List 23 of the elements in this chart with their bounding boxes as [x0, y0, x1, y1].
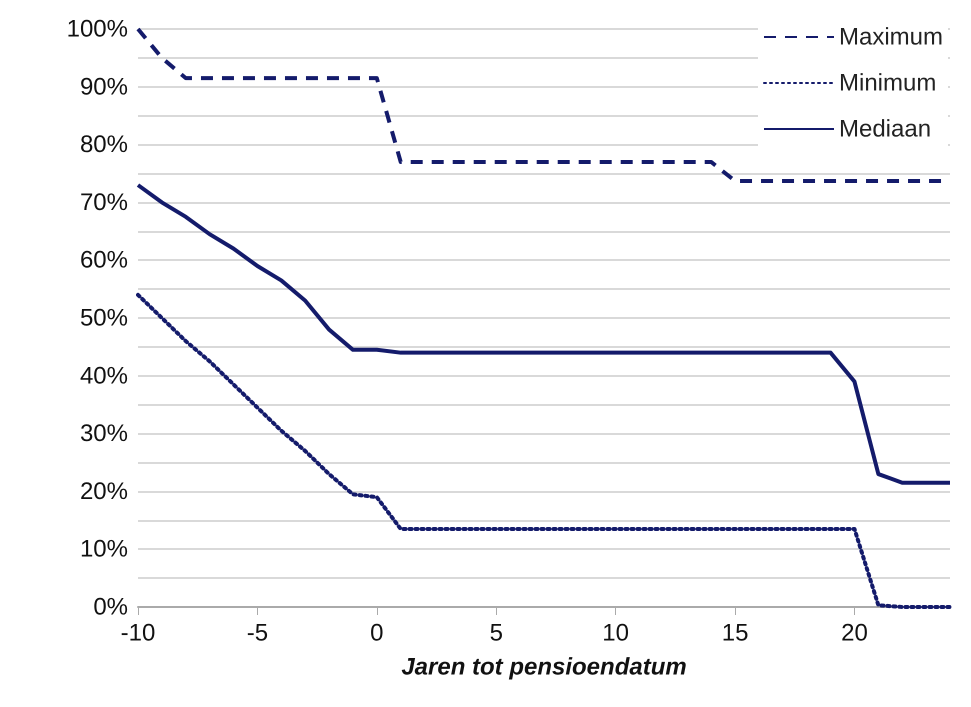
- x-tick-label: 15: [722, 620, 748, 646]
- y-tick-label: 90%: [80, 73, 128, 100]
- y-tick-label: 30%: [80, 420, 128, 448]
- y-tick-label: 0%: [93, 594, 128, 620]
- y-tick-label: 10%: [80, 536, 128, 563]
- x-axis-title: Jaren tot pensioendatum: [401, 654, 687, 680]
- x-tick-label: -5: [246, 620, 268, 646]
- legend-label: Maximum: [838, 24, 944, 50]
- y-tick-label: 80%: [80, 131, 128, 158]
- y-tick-label: 70%: [80, 188, 128, 216]
- y-tick-label: 40%: [80, 362, 128, 390]
- y-tick-label: 50%: [80, 304, 128, 332]
- x-tick-label: 5: [490, 620, 503, 646]
- x-tick-label: 20: [841, 620, 868, 646]
- x-tick-label: 0: [370, 620, 384, 646]
- legend-label: Minimum: [838, 70, 936, 96]
- y-tick-label: 60%: [80, 246, 128, 274]
- x-tick-label: 10: [602, 620, 629, 646]
- line-series: [136, 183, 952, 485]
- x-tick-label: -10: [120, 620, 156, 646]
- y-tick-label: 100%: [66, 16, 128, 42]
- y-tick-label: 20%: [80, 478, 128, 505]
- legend-label: Mediaan: [838, 116, 932, 142]
